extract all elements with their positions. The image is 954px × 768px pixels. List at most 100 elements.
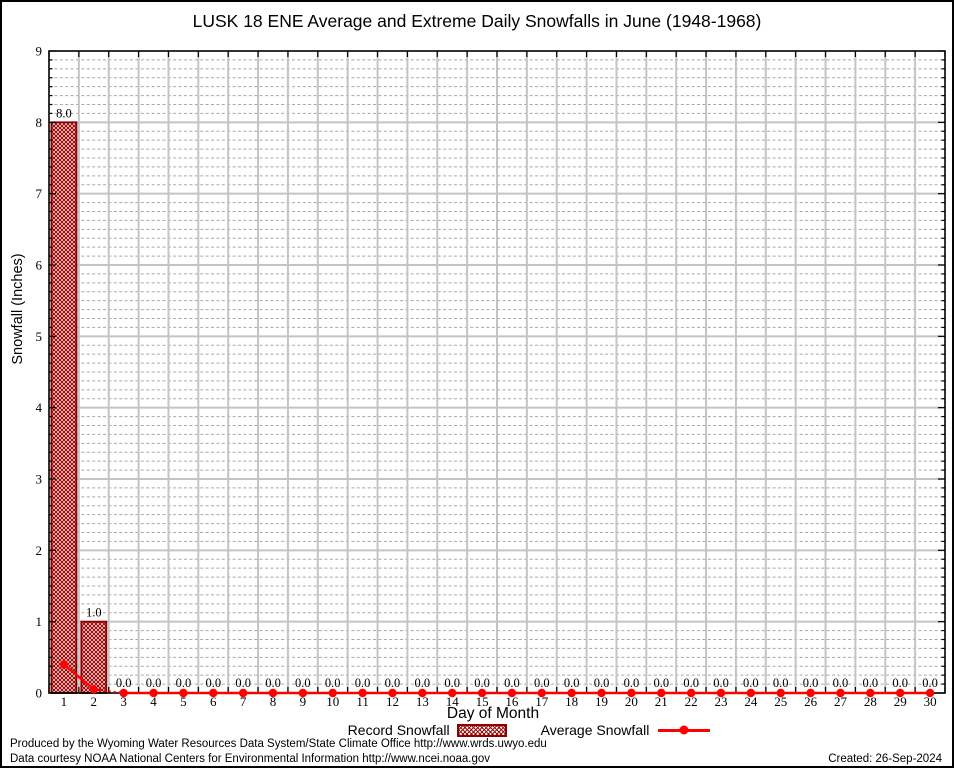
x-axis-title: Day of Month bbox=[446, 705, 540, 722]
x-tick-label: 8 bbox=[270, 694, 277, 709]
y-tick-label: 2 bbox=[36, 543, 43, 558]
x-tick-label: 21 bbox=[655, 694, 668, 709]
average-marker bbox=[925, 688, 935, 698]
y-axis-title: Snowfall (Inches) bbox=[10, 253, 26, 365]
footer-data-courtesy: Data courtesy NOAA National Centers for … bbox=[10, 753, 491, 765]
x-tick-label: 19 bbox=[595, 694, 608, 709]
record-value-label: 0.0 bbox=[653, 676, 669, 690]
record-value-label: 0.0 bbox=[265, 676, 281, 690]
y-tick-label: 8 bbox=[36, 115, 43, 130]
average-marker bbox=[627, 688, 636, 698]
record-value-label: 1.0 bbox=[86, 606, 102, 620]
x-tick-label: 7 bbox=[240, 694, 247, 709]
average-marker bbox=[388, 688, 397, 698]
x-tick-label: 10 bbox=[326, 694, 339, 709]
record-value-label: 0.0 bbox=[833, 676, 849, 690]
record-value-label: 0.0 bbox=[743, 676, 759, 690]
average-marker bbox=[896, 688, 905, 698]
x-tick-label: 13 bbox=[416, 694, 429, 709]
record-value-label: 0.0 bbox=[504, 676, 520, 690]
record-value-label: 0.0 bbox=[295, 676, 311, 690]
average-marker bbox=[149, 688, 158, 698]
record-value-label: 0.0 bbox=[444, 676, 460, 690]
average-marker bbox=[597, 688, 606, 698]
average-marker bbox=[358, 688, 367, 698]
record-value-label: 0.0 bbox=[385, 676, 401, 690]
y-tick-label: 6 bbox=[36, 258, 43, 273]
x-tick-label: 5 bbox=[180, 694, 187, 709]
x-tick-label: 17 bbox=[535, 694, 549, 709]
average-marker bbox=[836, 688, 845, 698]
record-value-label: 8.0 bbox=[56, 106, 72, 120]
y-tick-label: 3 bbox=[36, 472, 43, 487]
average-marker bbox=[657, 688, 666, 698]
average-marker bbox=[418, 688, 427, 698]
legend-average-label: Average Snowfall bbox=[540, 722, 650, 738]
average-marker bbox=[776, 688, 785, 698]
average-marker bbox=[59, 660, 69, 669]
record-value-label: 0.0 bbox=[803, 676, 819, 690]
record-value-label: 0.0 bbox=[534, 676, 550, 690]
record-value-label: 0.0 bbox=[415, 676, 431, 690]
x-tick-label: 22 bbox=[685, 694, 698, 709]
average-marker bbox=[746, 688, 756, 698]
record-value-label: 0.0 bbox=[205, 676, 221, 690]
average-marker bbox=[716, 688, 726, 698]
record-value-label: 0.0 bbox=[594, 676, 610, 690]
average-marker-icon bbox=[679, 725, 689, 735]
record-value-label: 0.0 bbox=[892, 676, 908, 690]
x-tick-label: 29 bbox=[894, 694, 907, 709]
average-marker bbox=[179, 688, 188, 698]
average-snowfall-line-icon bbox=[658, 725, 711, 735]
x-tick-label: 27 bbox=[834, 694, 848, 709]
average-marker bbox=[448, 688, 457, 698]
record-value-label: 0.0 bbox=[116, 676, 132, 690]
average-line bbox=[63, 663, 95, 691]
average-marker bbox=[209, 688, 218, 698]
record-value-label: 0.0 bbox=[355, 676, 371, 690]
average-marker bbox=[298, 688, 308, 698]
record-value-label: 0.0 bbox=[176, 676, 192, 690]
average-marker bbox=[477, 688, 487, 698]
y-tick-label: 0 bbox=[36, 686, 43, 701]
x-tick-label: 11 bbox=[356, 694, 369, 709]
average-marker bbox=[866, 688, 875, 698]
record-value-label: 0.0 bbox=[773, 676, 789, 690]
average-marker bbox=[507, 688, 517, 698]
x-tick-label: 14 bbox=[446, 694, 460, 709]
footer-created-date: Created: 26-Sep-2024 bbox=[828, 753, 942, 765]
average-marker bbox=[567, 688, 576, 698]
average-marker bbox=[238, 688, 248, 698]
record-value-label: 0.0 bbox=[235, 676, 251, 690]
x-tick-label: 3 bbox=[120, 694, 127, 709]
y-tick-label: 1 bbox=[36, 614, 43, 629]
y-tick-label: 7 bbox=[36, 186, 43, 201]
x-tick-label: 4 bbox=[150, 694, 157, 709]
average-marker bbox=[328, 688, 337, 698]
record-value-label: 0.0 bbox=[863, 676, 879, 690]
record-value-label: 0.0 bbox=[146, 676, 162, 690]
x-tick-label: 9 bbox=[300, 694, 307, 709]
x-tick-label: 23 bbox=[715, 694, 728, 709]
x-tick-label: 1 bbox=[61, 694, 68, 709]
x-tick-label: 26 bbox=[804, 694, 818, 709]
average-marker bbox=[268, 688, 278, 698]
legend: Record Snowfall Average Snowfall bbox=[54, 722, 952, 738]
average-line-dotted bbox=[93, 688, 124, 694]
record-value-label: 0.0 bbox=[624, 676, 640, 690]
chart-title: LUSK 18 ENE Average and Extreme Daily Sn… bbox=[192, 11, 762, 31]
record-value-label: 0.0 bbox=[564, 676, 580, 690]
record-value-label: 0.0 bbox=[325, 676, 341, 690]
y-tick-label: 4 bbox=[36, 400, 43, 415]
record-value-label: 0.0 bbox=[922, 676, 938, 690]
average-marker bbox=[119, 688, 128, 698]
x-tick-label: 30 bbox=[924, 694, 937, 709]
x-tick-label: 12 bbox=[386, 694, 399, 709]
average-marker bbox=[89, 685, 99, 694]
x-tick-label: 28 bbox=[864, 694, 877, 709]
legend-record-label: Record Snowfall bbox=[347, 722, 450, 738]
x-tick-label: 20 bbox=[625, 694, 638, 709]
x-tick-label: 15 bbox=[476, 694, 489, 709]
